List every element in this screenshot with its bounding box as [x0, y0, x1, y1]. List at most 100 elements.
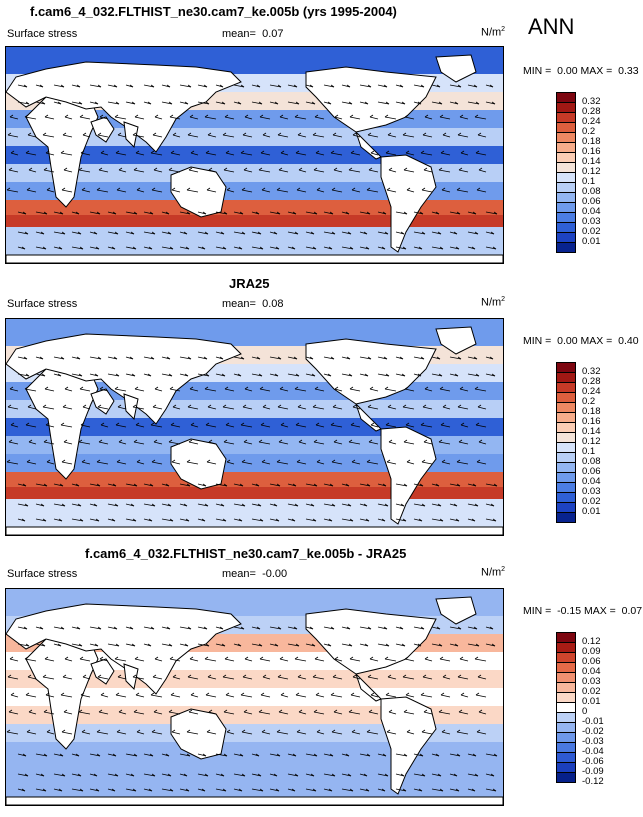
colorbar-swatch [556, 492, 576, 502]
wind-vector [96, 729, 109, 735]
wind-vector [133, 167, 145, 173]
wind-vector [395, 788, 407, 792]
wind-vector [190, 692, 199, 698]
wind-vector [27, 132, 37, 138]
wind-vector [114, 114, 127, 120]
wind-vector [53, 518, 63, 522]
wind-vector [459, 656, 469, 662]
colorbar-swatch [556, 222, 576, 232]
wind-vector [475, 150, 487, 156]
wind-vector [233, 211, 244, 215]
wind-vector [312, 132, 325, 138]
wind-vector [485, 788, 497, 792]
colorbar-tick-label: 0.06 [582, 656, 601, 667]
wind-vector [251, 643, 263, 647]
wind-vector [225, 422, 235, 428]
wind-vector [421, 459, 433, 465]
wind-vector [107, 788, 116, 792]
colorbar-tick-label: 0.02 [582, 496, 601, 507]
wind-vector [297, 404, 307, 410]
panel-2-map [5, 318, 504, 536]
wind-vector [133, 709, 145, 715]
wind-vector [474, 114, 487, 120]
wind-vector [413, 356, 425, 360]
wind-vector [312, 674, 325, 680]
wind-vector [261, 729, 271, 735]
wind-vector [125, 231, 135, 235]
wind-vector [28, 167, 37, 173]
wind-vector [143, 503, 156, 507]
wind-vector [143, 231, 156, 235]
wind-vector [89, 356, 102, 360]
wind-vector [132, 674, 145, 680]
colorbar-swatch [556, 212, 576, 222]
wind-vector [377, 788, 386, 792]
wind-vector [171, 187, 181, 193]
wind-vector [377, 518, 386, 522]
colorbar-swatch [556, 442, 576, 452]
wind-vector [404, 386, 415, 392]
wind-vector [370, 150, 379, 156]
wind-vector [431, 356, 441, 360]
wind-vector [60, 422, 73, 428]
wind-vector [387, 132, 397, 138]
stress-band-lat--15 [6, 436, 503, 454]
wind-vector [161, 101, 173, 105]
wind-vector [207, 132, 217, 138]
wind-vector [276, 459, 289, 465]
wind-vector [295, 422, 307, 428]
wind-vector [71, 503, 82, 507]
colorbar-swatch [556, 632, 576, 642]
wind-vector [35, 483, 48, 487]
wind-vector [150, 692, 163, 698]
wind-vector [62, 404, 73, 410]
wind-vector [143, 753, 154, 757]
wind-vector [6, 459, 19, 465]
wind-vector [413, 246, 423, 250]
wind-vector [305, 788, 317, 792]
wind-vector [460, 150, 469, 156]
wind-vector [467, 246, 476, 250]
wind-vector [115, 150, 127, 156]
wind-vector [277, 132, 289, 138]
wind-vector [233, 483, 244, 487]
wind-vector [478, 709, 487, 715]
wind-vector [28, 439, 37, 445]
wind-vector [233, 101, 242, 105]
wind-vector [413, 211, 424, 215]
wind-vector [197, 753, 207, 757]
wind-vector [386, 459, 397, 465]
wind-vector [17, 246, 26, 250]
wind-vector [161, 246, 174, 250]
wind-vector [341, 84, 351, 88]
north-america-land [305, 608, 437, 675]
wind-vector [305, 211, 318, 215]
wind-vector [467, 518, 476, 522]
wind-vector [89, 518, 100, 522]
wind-vector [333, 439, 343, 445]
wind-vector [170, 150, 181, 156]
wind-vector [197, 773, 209, 777]
wind-vector [402, 404, 415, 410]
wind-vector [269, 373, 279, 377]
wind-vector [24, 114, 37, 120]
wind-vector [377, 753, 387, 757]
wind-vector [215, 211, 228, 215]
wind-vector [197, 84, 208, 88]
wind-vector [485, 373, 496, 377]
wind-vector [305, 101, 316, 105]
colorbar-tick-label: 0.14 [582, 426, 601, 437]
wind-vector [96, 459, 109, 465]
wind-vector [152, 674, 163, 680]
wind-vector [384, 386, 397, 392]
wind-vector [204, 656, 217, 662]
wind-vector [258, 439, 271, 445]
wind-vector [420, 422, 433, 428]
wind-vector [458, 709, 469, 715]
wind-vector [197, 356, 208, 360]
wind-vector [136, 729, 145, 735]
wind-vector [89, 626, 102, 630]
wind-vector [384, 656, 397, 662]
wind-vector [485, 643, 496, 647]
wind-vector [449, 483, 461, 487]
